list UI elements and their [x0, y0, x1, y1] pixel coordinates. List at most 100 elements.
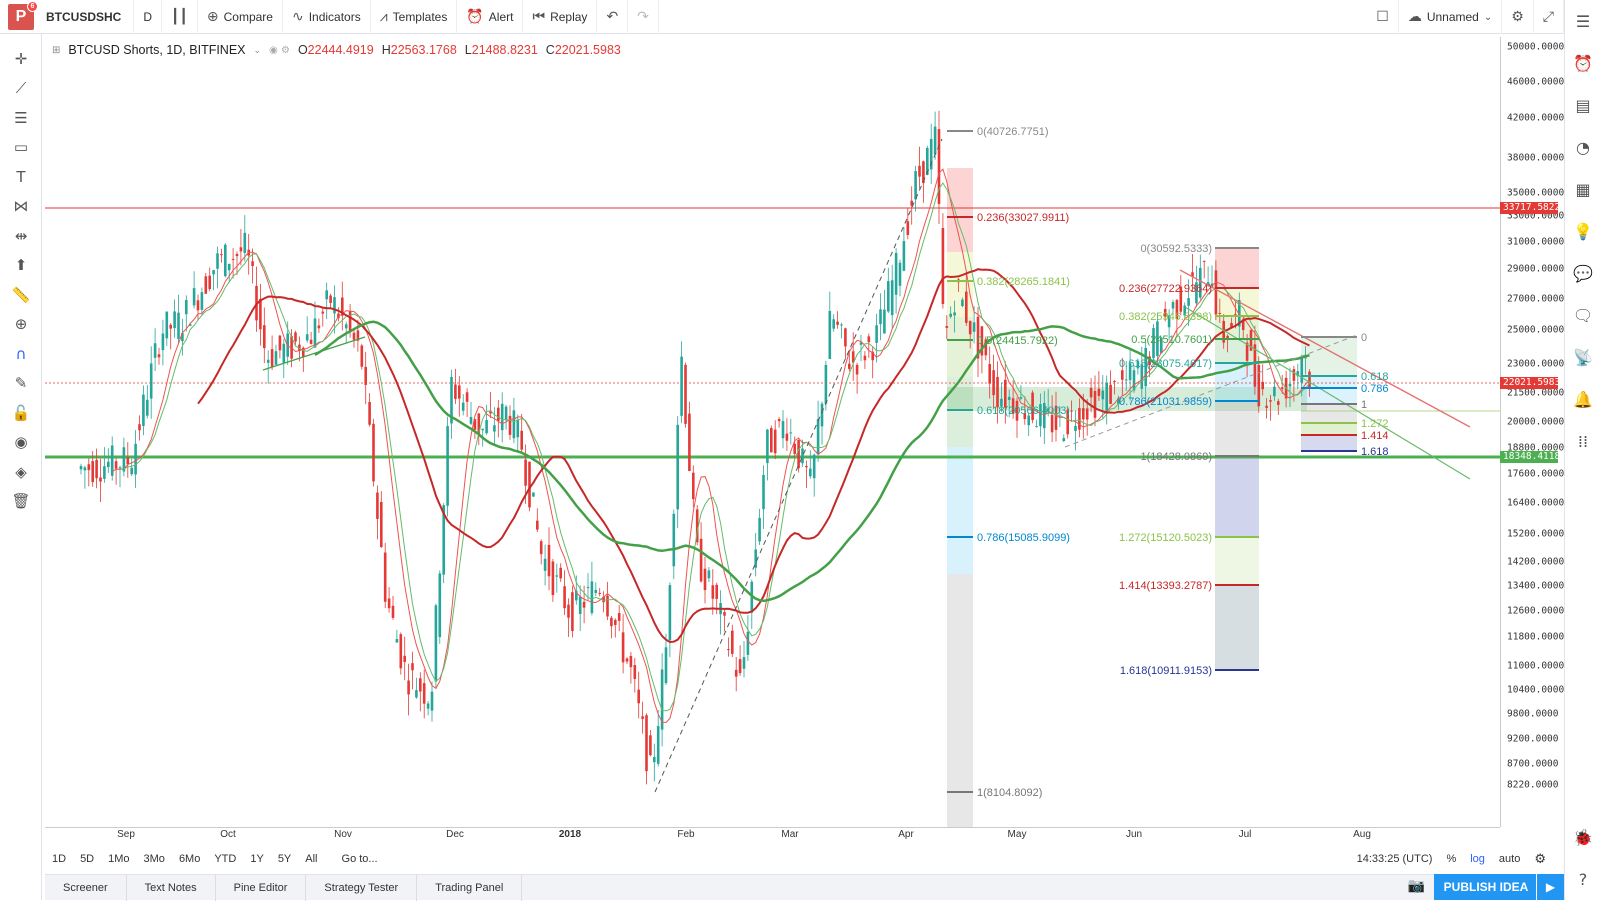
replay-button[interactable]: ⏮ Replay [523, 0, 598, 34]
chart-style-button[interactable]: ┃┃ [162, 0, 198, 34]
goto-button[interactable]: Go to... [341, 853, 378, 865]
candle-body [465, 392, 469, 402]
list-icon: ☰ [1575, 11, 1591, 31]
magnet-tool[interactable]: ∩ [0, 339, 42, 369]
settings-button[interactable]: ⚙ [1502, 0, 1534, 34]
candle-body [1000, 398, 1003, 407]
ideas-button[interactable]: 💡 [1565, 210, 1600, 252]
candle-body [469, 417, 473, 424]
pitchfork-tool[interactable]: ☰ [0, 103, 42, 133]
chart-title[interactable]: BTCUSD Shorts, 1D, BITFINEX [68, 43, 246, 57]
hide-tool[interactable]: ◉ [0, 428, 42, 458]
range-button[interactable]: 1Y [250, 853, 264, 865]
bug-report-button[interactable]: 🐞 [1565, 816, 1600, 858]
lock-tool[interactable]: 🔓 [0, 398, 42, 428]
pattern-tool[interactable]: ⋈ [0, 192, 42, 222]
arrow-tool[interactable]: ⬆ [0, 251, 42, 281]
templates-button[interactable]: ⩘ Templates [371, 0, 458, 34]
candle-body [898, 262, 902, 286]
hotlist-button[interactable]: ◔ [1565, 126, 1600, 168]
square-icon: ☐ [1376, 9, 1389, 25]
expand-icon: ⤢ [1542, 9, 1554, 25]
candle-body [516, 419, 520, 438]
notifications-button[interactable]: 🔔 [1565, 378, 1600, 420]
watchlist-button[interactable]: ☰ [1565, 0, 1600, 42]
bottom-tab[interactable]: Screener [45, 874, 127, 901]
range-button[interactable]: 1Mo [108, 853, 130, 865]
crosshair-tool[interactable]: ✛ [0, 44, 42, 74]
clock-readout[interactable]: 14:33:25 (UTC) [1356, 853, 1433, 865]
down-trend-line [1179, 269, 1471, 428]
zoom-tool[interactable]: ⊕ [0, 310, 42, 340]
candle-body [797, 440, 800, 469]
data-window-button[interactable]: ▤ [1565, 84, 1600, 126]
measure-tool[interactable]: 📏 [0, 280, 42, 310]
alerts-button[interactable]: ⏰ [1565, 42, 1600, 84]
camera-icon[interactable]: 📷 [1407, 878, 1425, 894]
redo-button[interactable]: ↷ [628, 0, 659, 34]
fullscreen-layout-button[interactable]: ☐ [1367, 0, 1399, 34]
range-button[interactable]: 3Mo [143, 853, 165, 865]
trendline-tool[interactable]: ⟋ [0, 74, 42, 104]
interval-button[interactable]: D [134, 0, 163, 34]
symbol-search-button[interactable]: BTCUSDSHC [34, 0, 135, 34]
messages-button[interactable]: 🗨 [1565, 294, 1600, 336]
candle-body [543, 558, 547, 571]
bottom-tab[interactable]: Text Notes [127, 874, 216, 901]
candle-body [181, 332, 184, 342]
bottom-tab[interactable]: Pine Editor [216, 874, 307, 901]
object-tree-tool[interactable]: ◈ [0, 457, 42, 487]
bottom-tab[interactable]: Strategy Tester [306, 874, 418, 901]
shape-tool[interactable]: ▭ [0, 133, 42, 163]
indicators-button[interactable]: ∿ Indicators [283, 0, 371, 34]
range-button[interactable]: 6Mo [178, 853, 201, 865]
range-button[interactable]: All [305, 853, 318, 865]
candle-body [1109, 384, 1112, 404]
candle-body [294, 332, 297, 342]
chats-button[interactable]: 💬 [1565, 252, 1600, 294]
percent-toggle[interactable]: % [1446, 853, 1457, 865]
publish-idea-button[interactable]: PUBLISH IDEA ▶ [1434, 874, 1564, 900]
gear-icon[interactable]: ⚙ [1534, 851, 1546, 867]
alert-button[interactable]: ⏰ Alert [457, 0, 524, 34]
time-axis[interactable]: Sep Oct Nov Dec 2018 Feb Mar Apr May Jun Jul Aug [45, 827, 1500, 841]
candle-body [1113, 380, 1116, 382]
candle-body [1140, 364, 1144, 389]
range-button[interactable]: 1D [52, 853, 67, 865]
candle-body [840, 324, 843, 326]
prediction-tool[interactable]: ⇹ [0, 221, 42, 251]
fib-zone [1215, 537, 1259, 585]
range-button[interactable]: 5D [80, 853, 95, 865]
fib-zone [947, 574, 973, 827]
remove-tool[interactable]: 🗑 [0, 487, 42, 517]
auto-toggle[interactable]: auto [1498, 853, 1521, 865]
candle-body [844, 328, 847, 347]
log-toggle[interactable]: log [1470, 853, 1485, 865]
expand-icon[interactable]: ⊞ [52, 44, 61, 56]
candle-body [598, 592, 601, 594]
legend-settings-icon[interactable]: ◉ ⚙ [269, 44, 290, 56]
candle-body [438, 573, 442, 638]
range-button[interactable]: 5Y [277, 853, 292, 865]
streams-button[interactable]: 📡 [1565, 336, 1600, 378]
undo-button[interactable]: ↶ [597, 0, 629, 34]
text-tool[interactable]: T [0, 162, 42, 192]
range-button[interactable]: YTD [214, 853, 237, 865]
fullscreen-button[interactable]: ⤢ [1534, 0, 1564, 34]
candle-body [867, 336, 871, 343]
play-icon[interactable]: ▶ [1536, 874, 1564, 900]
chevron-down-icon[interactable]: ⌄ [253, 44, 262, 55]
bottom-tab[interactable]: Trading Panel [417, 874, 523, 901]
stay-drawing-tool[interactable]: ✎ [0, 369, 42, 399]
price-axis[interactable]: 50000.0000 46000.0000 42000.0000 38000.0000… [1500, 37, 1564, 827]
layout-name-button[interactable]: ☁ Unnamed ⌄ [1399, 0, 1503, 34]
calendar-button[interactable]: ▦ [1565, 168, 1600, 210]
help-button[interactable]: ? [1565, 858, 1600, 900]
order-panel-button[interactable]: ⁞⁞ [1565, 420, 1600, 462]
compare-button[interactable]: ⊕ Compare [198, 0, 283, 34]
candle-body [1105, 382, 1108, 412]
candle-body [1269, 400, 1272, 402]
price-chart[interactable]: 0(40726.7751) 0.236(33027.9911) 0.382(2826… [45, 37, 1500, 827]
open-label: O [297, 43, 308, 57]
